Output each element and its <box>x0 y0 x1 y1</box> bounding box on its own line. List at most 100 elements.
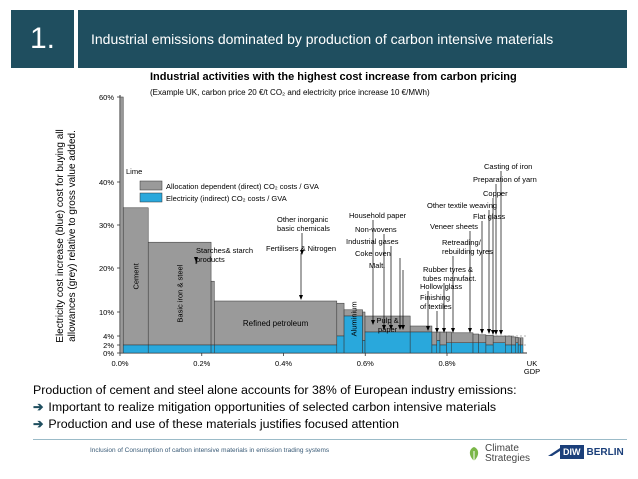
y-tick-label: 20% <box>99 264 114 273</box>
leader-arrow-10 <box>382 325 386 330</box>
diw-berlin-text: BERLIN <box>586 446 624 458</box>
bar-electricity-20 <box>511 344 516 354</box>
note-text-3: Production and use of these materials ju… <box>48 417 399 431</box>
bar-electricity-15 <box>472 342 479 354</box>
bar-label-10-0: Non-wovens <box>355 225 397 234</box>
bar-direct-15 <box>472 333 479 343</box>
bar-label-7-1: basic chemicals <box>277 224 330 233</box>
leader-arrow-3 <box>194 257 198 262</box>
leader-arrow-22 <box>494 330 498 335</box>
x-tick-label: 0.6% <box>357 359 374 368</box>
y-tick-label: 0% <box>103 349 114 358</box>
bar-direct-22 <box>517 337 521 346</box>
bar-electricity-11 <box>436 340 441 354</box>
bar-label-9-0: Household paper <box>349 211 407 220</box>
note-line-3: ➔ Production and use of these materials j… <box>33 416 517 433</box>
bar-direct-11 <box>436 331 441 341</box>
bar-label-23-0: Casting of iron <box>484 162 532 171</box>
bar-electricity-1 <box>122 344 149 354</box>
bar-label-17-1: rebuilding tyres <box>442 247 493 256</box>
bar-electricity-16 <box>478 342 487 354</box>
legend-swatch-electricity <box>139 192 163 203</box>
bar-label-21-0: Copper <box>483 189 508 198</box>
bar-electricity-17 <box>485 344 494 354</box>
bar-label-3-0: Starches& starch <box>196 246 253 255</box>
notes: Production of cement and steel alone acc… <box>33 382 517 433</box>
legend-swatch-direct <box>139 180 163 191</box>
bar-direct-21 <box>515 337 519 344</box>
bar-label-7-0: Other inorganic <box>277 215 329 224</box>
climate-strategies-logo: Climate Strategies <box>465 444 530 464</box>
footer-text: Inclusion of Consumption of carbon inten… <box>90 447 330 454</box>
bar-electricity-8 <box>364 331 411 354</box>
bar-electricity-3 <box>210 344 215 354</box>
bar-label-11-0: Industrial gases <box>346 237 399 246</box>
bar-direct-12 <box>439 331 447 346</box>
y-tick-label: 10% <box>99 308 114 317</box>
bar-direct-17 <box>485 334 494 346</box>
x-tick-label: 0.2% <box>193 359 210 368</box>
y-tick-label: 2% <box>103 341 114 350</box>
bar-label-12-0: Coke oven <box>355 249 391 258</box>
bar-label-17-0: Retreading/ <box>442 238 482 247</box>
bar-label-1: Cement <box>132 262 141 289</box>
slide-title-text: Industrial emissions dominated by produc… <box>91 31 554 47</box>
bar-label-5-0: Fertilisers & Nitrogen <box>266 244 336 253</box>
bar-label-22-0: Preparation of yarn <box>473 175 537 184</box>
bar-direct-10 <box>431 331 438 346</box>
climate-strategies-line-1: Climate <box>485 443 519 454</box>
leader-arrow-15 <box>435 328 439 333</box>
bar-label-4: Refined petroleum <box>243 319 309 328</box>
arrow-right-icon: ➔ <box>33 400 44 414</box>
note-text-1: Production of cement and steel alone acc… <box>33 383 517 397</box>
bar-label-8-b: paper <box>378 325 398 334</box>
chart-subtitle: (Example UK, carbon price 20 €/t CO₂ and… <box>150 88 430 97</box>
x-tick-label: 0.4% <box>275 359 292 368</box>
bar-direct-13 <box>446 331 452 343</box>
bar-direct-2 <box>147 241 212 346</box>
y-axis-label-line-1: Electricity cost increase (blue) cost fo… <box>55 129 66 343</box>
bar-label-15-1: of textiles <box>420 302 452 311</box>
y-axis-label: Electricity cost increase (blue) cost fo… <box>55 111 79 361</box>
leader-arrow-14 <box>426 326 430 331</box>
bar-label-8-a: Pulp & <box>377 316 399 325</box>
leader-arrow-16 <box>442 328 446 333</box>
diw-box: DIW <box>560 445 584 459</box>
x-end-label-line-2: GDP <box>524 367 540 376</box>
leader-arrow-20 <box>487 329 491 334</box>
bar-label-3-1: products <box>196 255 225 264</box>
leaf-icon <box>469 447 479 461</box>
bar-label-6: Aluminium <box>349 301 358 336</box>
y-tick-label: 60% <box>99 93 114 102</box>
bar-direct-18 <box>492 335 506 343</box>
bar-direct-14 <box>451 332 474 343</box>
bar-electricity-4 <box>214 344 338 354</box>
bar-label-16-1: tubes manufact. <box>423 274 476 283</box>
bar-direct-0 <box>119 96 124 354</box>
bar-electricity-13 <box>446 342 452 354</box>
y-tick-label: 4% <box>103 332 114 341</box>
note-line-1: Production of cement and steel alone acc… <box>33 382 517 399</box>
diw-bars-icon <box>548 448 560 456</box>
bar-electricity-22 <box>517 344 521 354</box>
y-tick-label: 30% <box>99 221 114 230</box>
bar-electricity-12 <box>439 344 447 354</box>
bar-direct-3 <box>210 280 215 346</box>
y-axis-label-line-2: allowances (grey) relative to gross valu… <box>67 130 78 342</box>
note-line-2: ➔ Important to realize mitigation opportu… <box>33 399 517 416</box>
bar-label-0: Lime <box>126 167 142 176</box>
bar-electricity-23 <box>520 344 524 354</box>
legend-label-direct: Allocation dependent (direct) CO₂ costs … <box>166 182 319 191</box>
leader-arrow-17 <box>451 328 455 333</box>
bar-direct-5 <box>336 302 345 337</box>
cost-increase-chart: 0%2%4% 10% 20% 30% 40% 60% 0.0% 0.2% 0.4% 0.6% 0.8… <box>99 93 540 376</box>
bar-direct-19 <box>505 335 512 346</box>
bar-direct-20 <box>511 336 516 346</box>
leader-arrow-18 <box>468 328 472 333</box>
bar-electricity-19 <box>505 344 512 354</box>
leader-arrow-23 <box>499 330 503 335</box>
arrow-right-icon: ➔ <box>33 417 44 431</box>
leader-arrow-19 <box>480 329 484 334</box>
bar-electricity-21 <box>515 342 519 354</box>
bar-electricity-7 <box>362 340 366 354</box>
